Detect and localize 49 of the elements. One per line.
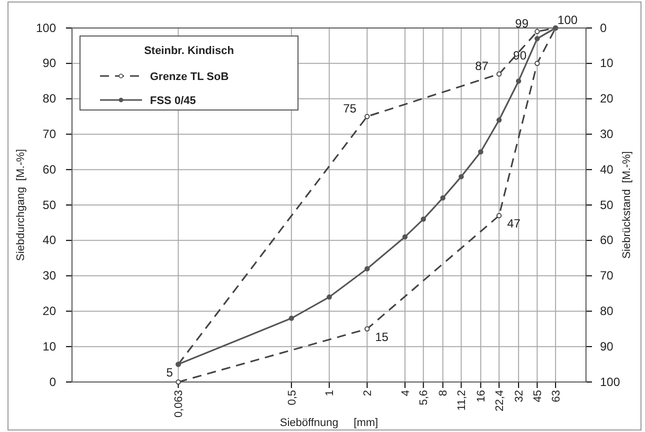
x-tick-label: 22,4 (494, 390, 506, 412)
legend-title: Steinbr. Kindisch (144, 45, 234, 57)
annotation: 99 (515, 16, 529, 31)
y-tick-label: 40 (42, 233, 56, 248)
annotation: 100 (558, 13, 578, 27)
annotation: 75 (343, 102, 357, 116)
y-tick-label: 0 (49, 374, 56, 389)
x-tick-label: 63 (550, 390, 562, 402)
x-tick-label: 0,063 (173, 390, 186, 418)
x-tick-label: 16 (476, 390, 488, 402)
x-tick-label: 8 (438, 390, 450, 396)
x-tick-label: 1 (324, 390, 336, 396)
y2-tick-label: 50 (600, 198, 614, 212)
y2-tick-label: 60 (600, 233, 614, 248)
x-tick-label: 0,5 (286, 390, 298, 406)
y2-tick-label: 40 (600, 162, 614, 176)
y-tick-label: 90 (42, 56, 56, 70)
x-tick-label: 2 (362, 390, 374, 396)
y2-tick-label: 10 (600, 56, 614, 70)
y-tick-label: 10 (42, 339, 56, 354)
x-axis-title: Sieböffnung [mm] (280, 417, 378, 429)
y-axis-title: Siebdurchgang [M.-%] (15, 149, 27, 261)
x-tick-label: 11,2 (456, 390, 468, 411)
x-tick-label: 45 (532, 390, 544, 402)
y2-tick-label: 0 (600, 20, 607, 35)
y2-tick-label: 20 (600, 92, 614, 106)
annotation: 5 (166, 365, 174, 380)
y-tick-label: 60 (42, 162, 56, 176)
y-tick-label: 30 (42, 268, 56, 283)
y-tick-label: 70 (42, 127, 56, 142)
legend-label: Grenze TL SoB (150, 71, 229, 83)
x-tick-label: 5,6 (418, 390, 430, 406)
y2-tick-label: 80 (600, 304, 614, 318)
legend-label: FSS 0/45 (150, 95, 196, 107)
y2-tick-label: 30 (600, 127, 614, 142)
y-tick-label: 80 (42, 92, 56, 106)
x-tick-label: 32 (513, 390, 526, 402)
annotation: 87 (475, 59, 489, 74)
y2-tick-label: 100 (600, 374, 620, 389)
y-tick-label: 100 (36, 20, 56, 35)
y-tick-label: 20 (42, 304, 56, 318)
annotation: 15 (375, 330, 389, 344)
x-tick-label: 4 (400, 390, 412, 396)
y2-tick-label: 90 (600, 339, 614, 354)
y2-axis-title: Siebrückstand [M.-%] (621, 151, 633, 259)
y-tick-label: 50 (42, 198, 56, 212)
annotation: 90 (513, 48, 527, 62)
y2-tick-label: 70 (600, 268, 614, 283)
annotation: 47 (507, 216, 521, 231)
